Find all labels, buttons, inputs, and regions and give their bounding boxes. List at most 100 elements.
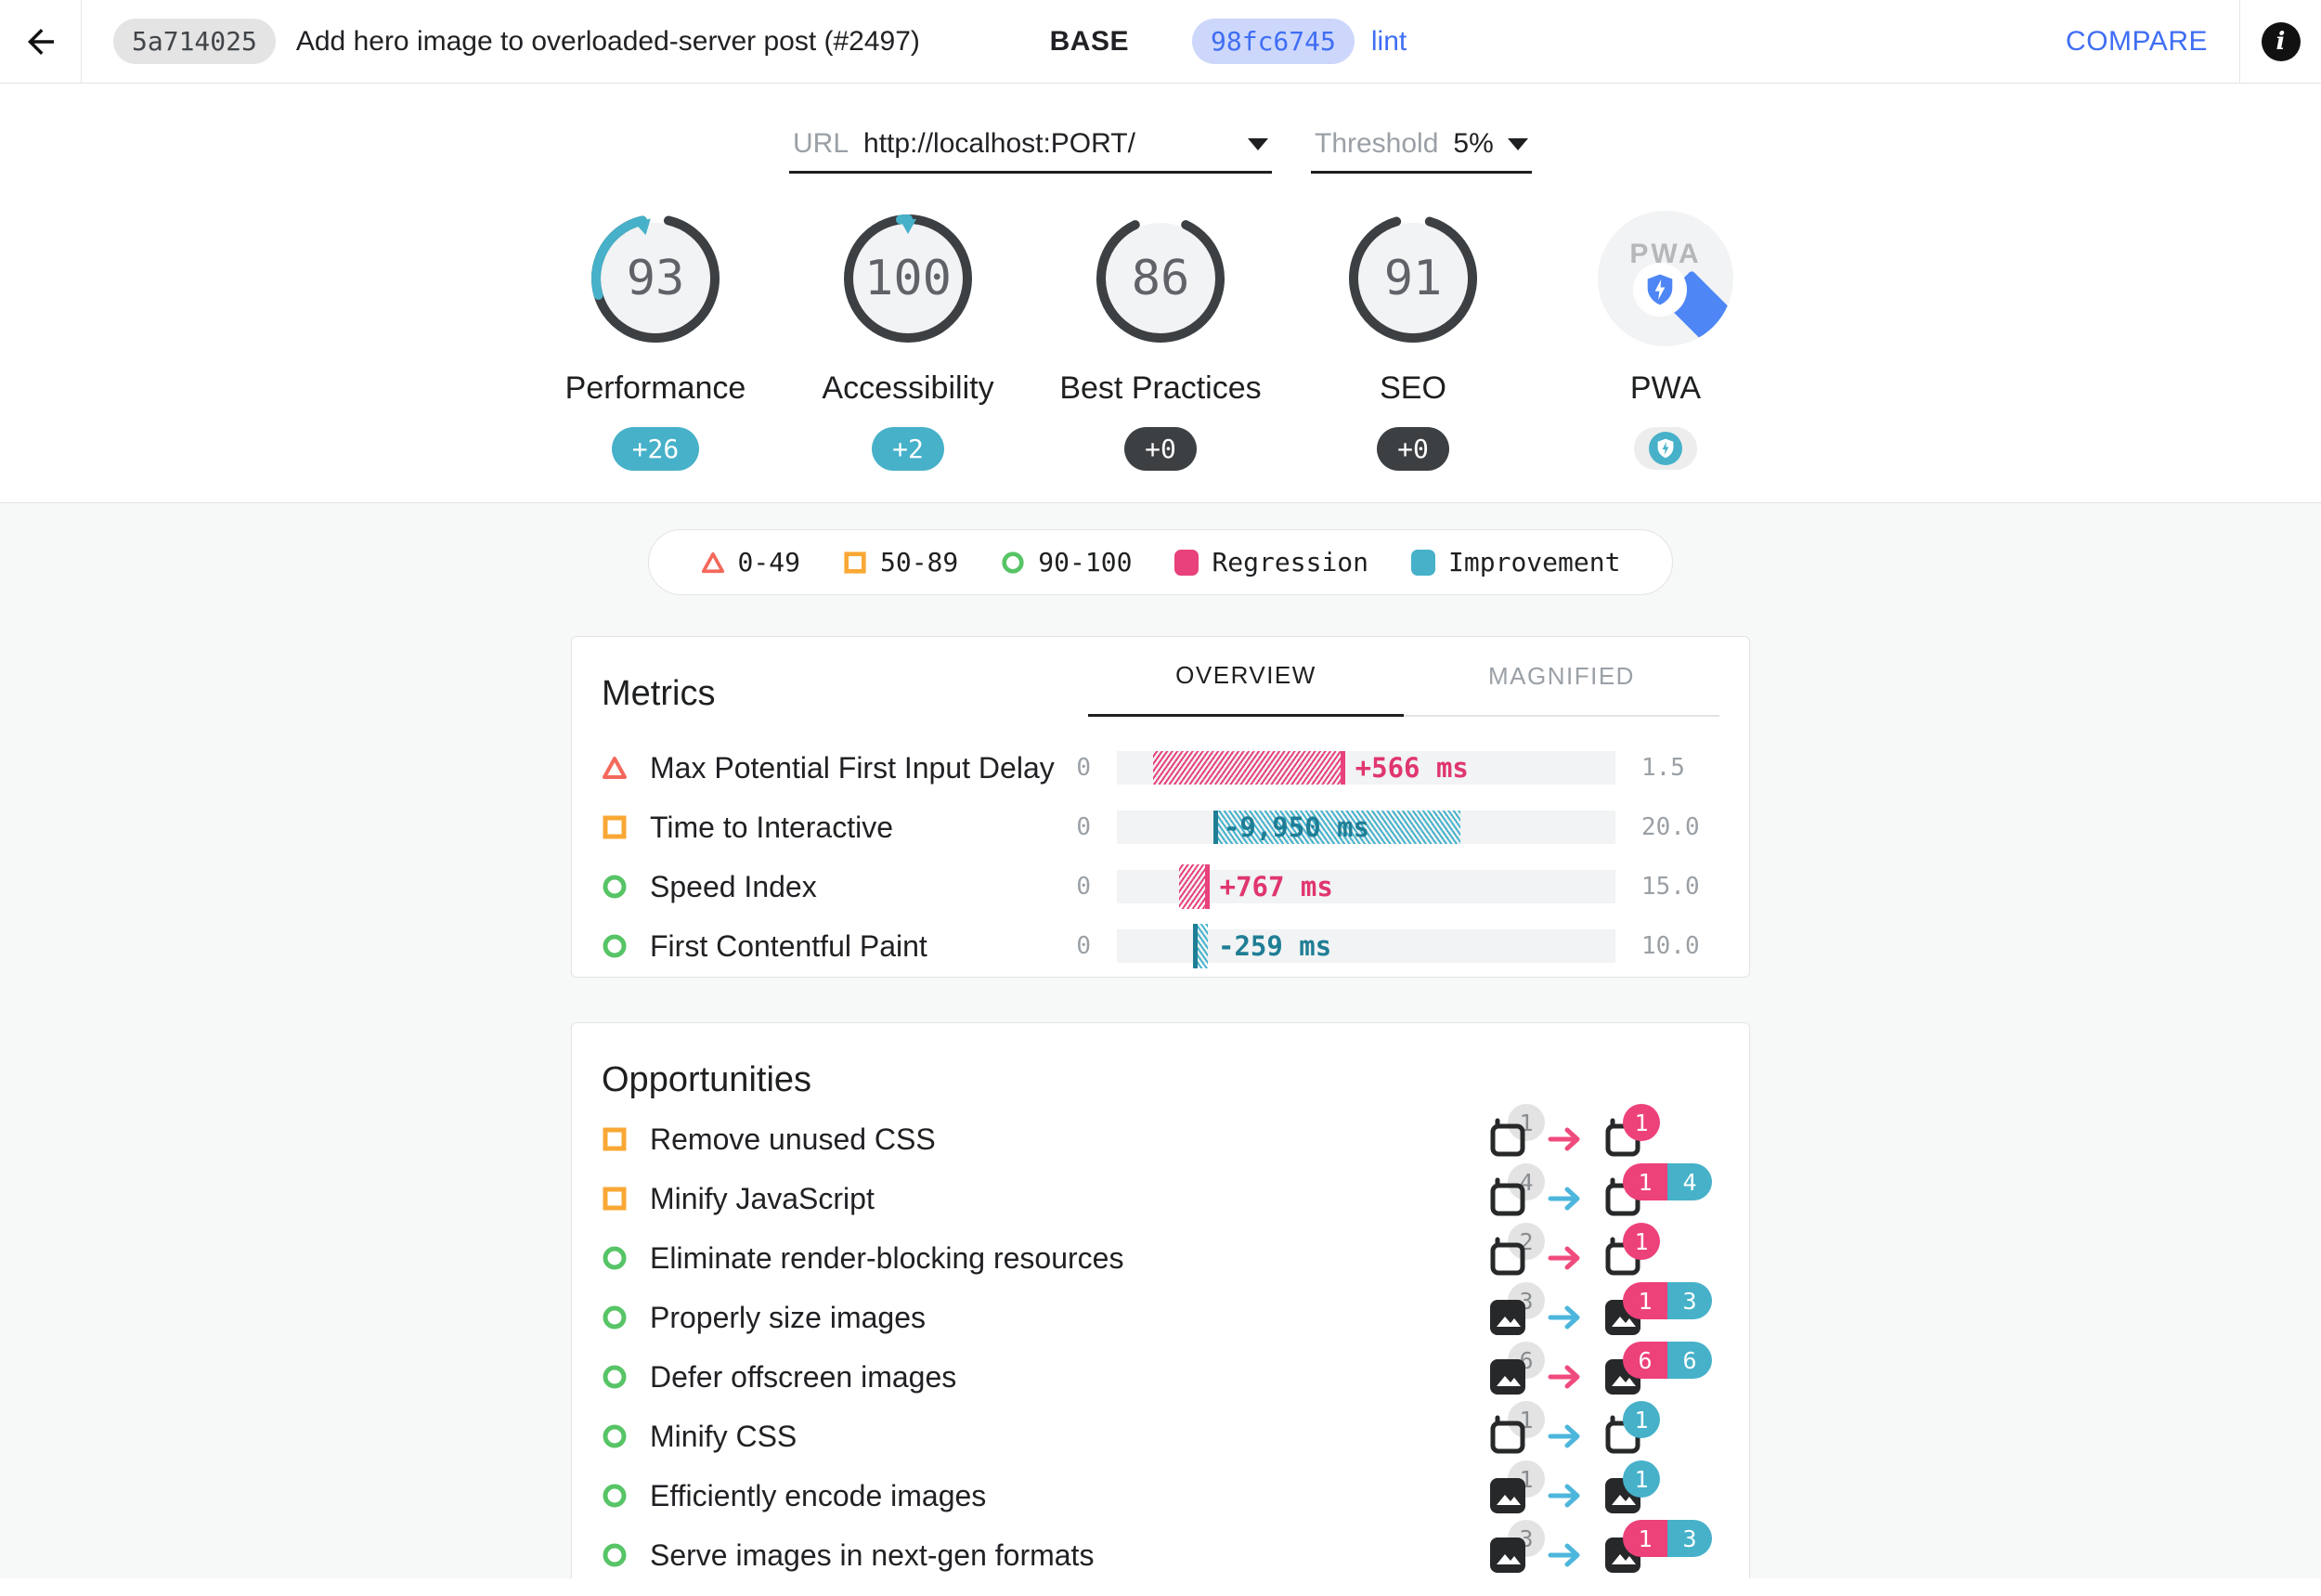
pwa-shield-icon [1657,438,1674,459]
metric-range-max: 20.0 [1641,813,1700,841]
page-resource-icon [1490,1237,1525,1276]
base-resource-icon: 3 [1485,1282,1545,1340]
opportunity-row[interactable]: Minify CSS 1 1 [572,1401,1749,1466]
metric-row[interactable]: Time to Interactive 0 -9,950 ms 20.0 [572,798,1749,857]
metric-range-max: 15.0 [1641,873,1700,901]
base-tag-label: BASE [1049,25,1129,57]
back-button[interactable] [0,0,82,83]
base-count-badge: 4 [1508,1163,1545,1200]
arrow-right-icon [1545,1416,1586,1457]
pwa-badge-graphic: PWA [1598,211,1733,346]
arrow-right-icon [1545,1535,1586,1576]
metric-bar-track: -9,950 ms [1117,811,1615,844]
compare-resource-icon: 1 [1601,1401,1660,1459]
metric-bar-track: +566 ms [1117,751,1615,785]
threshold-select[interactable]: Threshold 5% [1311,123,1532,174]
score-gauge-best-practices[interactable]: 86 Best Practices +0 [1034,211,1287,471]
average-square-icon [603,1127,627,1151]
base-resource-icon: 1 [1485,1401,1545,1459]
opportunity-row[interactable]: Remove unused CSS 1 1 [572,1104,1749,1169]
opportunity-label: Eliminate render-blocking resources [650,1240,1124,1275]
compare-count-badge: 1 [1623,1460,1660,1498]
metric-range-min: 0 [1076,813,1091,841]
threshold-value: 5% [1453,128,1494,159]
opportunity-status-icon [602,1304,628,1330]
arrow-right-icon [1545,1119,1586,1160]
url-select[interactable]: URL http://localhost:PORT/ [789,123,1272,174]
score-delta-badge: +26 [611,427,700,471]
opportunity-label: Defer offscreen images [650,1359,957,1394]
metric-row[interactable]: Max Potential First Input Delay 0 +566 m… [572,738,1749,798]
opportunity-diff-visual: 1 1 [1485,1401,1719,1459]
opportunity-diff-visual: 1 1 [1485,1460,1719,1518]
score-gauge-performance[interactable]: 93 Performance +26 [529,211,782,471]
page-resource-icon [1490,1118,1525,1157]
opportunity-row[interactable]: Eliminate render-blocking resources 2 1 [572,1223,1749,1288]
metric-row[interactable]: First Contentful Paint 0 -259 ms 10.0 [572,916,1749,976]
fail-triangle-icon [701,551,724,573]
metric-rows-list: Max Potential First Input Delay 0 +566 m… [572,738,1749,976]
score-gauge-pwa[interactable]: PWA PWA [1539,211,1792,471]
base-build-title: Add hero image to overloaded-server post… [295,25,920,57]
pass-circle-icon [603,1484,627,1508]
compare-branch-label: lint [1370,25,1407,57]
page-resource-icon [1490,1415,1525,1454]
arrow-left-icon [27,28,54,55]
legend-label: Regression [1212,547,1369,577]
pass-circle-icon [603,1365,627,1389]
opportunity-status-icon [602,1364,628,1390]
pass-circle-icon [603,1305,627,1330]
metric-range-max: 1.5 [1641,754,1685,782]
arrow-right-icon [1545,1475,1586,1516]
legend-label: 90-100 [1038,547,1133,577]
chevron-down-icon [1508,137,1528,150]
score-value: 100 [864,251,952,306]
arrow-right-icon [1545,1356,1586,1397]
metric-delta-value: -259 ms [1218,930,1332,962]
opportunity-label: Properly size images [650,1300,926,1334]
opportunity-label: Minify JavaScript [650,1181,875,1215]
opportunity-rows-list: Remove unused CSS 1 1 Minify JavaScript … [572,1104,1749,1578]
score-legend: 0-49 50-89 90-100 Regression Improvement [647,529,1674,595]
opportunity-row[interactable]: Efficiently encode images 1 1 [572,1460,1749,1525]
legend-item: Improvement [1411,547,1620,577]
score-gauges-row: 93 Performance +26 100 Accessibility +2 … [0,211,2321,502]
metric-range-max: 10.0 [1641,932,1700,960]
base-hash-chip[interactable]: 5a714025 [113,19,276,64]
opportunity-label: Minify CSS [650,1419,797,1453]
image-resource-icon [1490,1359,1525,1395]
tab-overview[interactable]: OVERVIEW [1088,637,1404,717]
compare-hash-chip[interactable]: 98fc6745 [1192,19,1355,64]
score-category-label: PWA [1629,370,1702,406]
score-ring: 100 [840,211,976,346]
arrow-right-icon [1545,1238,1586,1278]
score-gauge-accessibility[interactable]: 100 Accessibility +2 [782,211,1034,471]
opportunity-diff-visual: 1 1 [1485,1104,1719,1161]
metric-row[interactable]: Speed Index 0 +767 ms 15.0 [572,857,1749,916]
opportunity-label: Remove unused CSS [650,1122,936,1156]
score-delta-badge: +0 [1124,427,1197,471]
average-square-icon [603,1187,627,1211]
metric-label: Max Potential First Input Delay [650,750,1055,785]
legend-item: 90-100 [1001,547,1132,577]
legend-item: 50-89 [843,547,958,577]
score-gauge-seo[interactable]: 91 SEO +0 [1287,211,1539,471]
url-value: http://localhost:PORT/ [863,128,1135,159]
score-category-label: SEO [1380,370,1446,406]
compare-button[interactable]: COMPARE [2066,25,2208,57]
tab-magnified[interactable]: MAGNIFIED [1404,637,1719,717]
info-icon[interactable]: i [2261,21,2301,61]
legend-label: 0-49 [737,547,800,577]
info-section: i [2239,0,2321,83]
score-value: 91 [1383,251,1443,306]
opportunity-status-icon [602,1542,628,1568]
